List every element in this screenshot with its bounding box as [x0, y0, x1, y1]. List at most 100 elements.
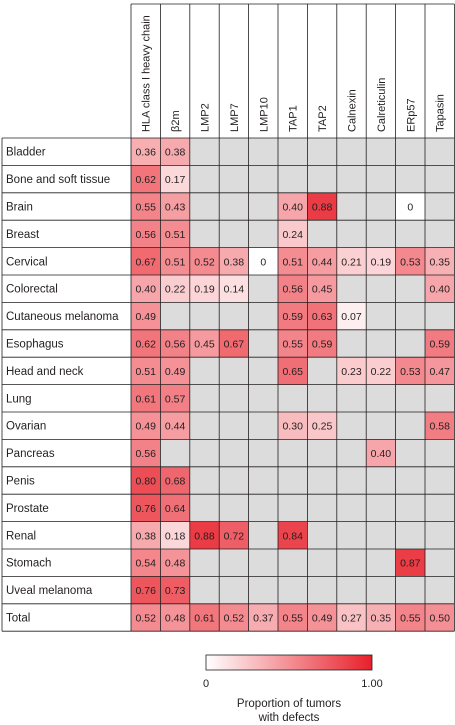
- heatmap-cell: [425, 275, 455, 303]
- heatmap-cell: [248, 466, 278, 495]
- heatmap-cell: [160, 192, 190, 221]
- cell-value-label: 0.55: [400, 613, 421, 625]
- cell-value-label: 0.47: [429, 366, 450, 378]
- heatmap-cell: [131, 165, 161, 193]
- heatmap-cell: [425, 603, 455, 632]
- heatmap-cell: [425, 165, 455, 193]
- heatmap-cell: [219, 302, 249, 330]
- heatmap-cell: [425, 412, 455, 440]
- cell-value-label: 0.73: [165, 585, 186, 597]
- heatmap-cell: [395, 329, 425, 358]
- cell-value-label: 0.38: [224, 256, 245, 268]
- heatmap-cell: [131, 412, 161, 440]
- heatmap-cell: [366, 302, 396, 330]
- heatmap-cell: [131, 494, 161, 522]
- cell-value-label: 0.62: [135, 339, 156, 351]
- heatmap-cell: [307, 521, 337, 549]
- heatmap-cells: 0.36 0.38 0.62 0.17 0.55 0.43 0.40 0.88 0 0.56 0.5…: [131, 138, 455, 632]
- heatmap-cell: [248, 603, 278, 632]
- cell-value-label: 0.88: [312, 202, 333, 214]
- cell-value-label: 0.61: [194, 613, 215, 625]
- cell-value-label: 0.52: [224, 613, 245, 625]
- cell-value-label: 0.56: [165, 339, 186, 351]
- heatmap-cell: [366, 275, 396, 303]
- heatmap-cell: [395, 165, 425, 193]
- heatmap-cell: [160, 412, 190, 440]
- cell-value-label: 0.53: [400, 366, 421, 378]
- cell-value-label: 0.25: [312, 421, 333, 433]
- heatmap-cell: [336, 412, 367, 440]
- heatmap-cell: [395, 192, 425, 221]
- heatmap-cell: [366, 384, 396, 412]
- heatmap-cell: [307, 494, 337, 522]
- heatmap-cell: [219, 220, 249, 248]
- heatmap-cell: [219, 192, 249, 221]
- heatmap-cell: [425, 357, 455, 385]
- heatmap-cell: [131, 439, 161, 467]
- heatmap-cell: [189, 220, 220, 248]
- cell-value-label: 0.40: [429, 284, 450, 296]
- heatmap-cell: [425, 466, 455, 495]
- cell-value-label: 0.58: [429, 421, 450, 433]
- cell-value-label: 0.63: [312, 311, 333, 323]
- cell-value-label: 0.36: [135, 147, 156, 159]
- legend-title-line-2: with defects: [258, 712, 320, 724]
- heatmap-cell: [219, 357, 249, 385]
- heatmap-cell: [189, 521, 220, 549]
- heatmap-cell: [336, 329, 367, 358]
- cell-value-label: 0.49: [135, 421, 156, 433]
- heatmap-cell: [307, 466, 337, 495]
- cell-value-label: 0.67: [135, 256, 156, 268]
- color-legend: 0 1.00 Proportion of tumors with defects: [203, 654, 383, 724]
- heatmap-cell: [160, 220, 190, 248]
- row-label: Lung: [6, 393, 32, 405]
- column-label: β2m: [170, 110, 182, 132]
- heatmap-cell: [131, 275, 161, 303]
- heatmap-cell: [248, 412, 278, 440]
- heatmap-cell: [160, 603, 190, 632]
- heatmap-cell: [189, 247, 220, 275]
- heatmap-cell: [278, 165, 308, 193]
- heatmap-cell: [248, 247, 278, 275]
- heatmap-cell: [219, 521, 249, 549]
- cell-value-label: 0.59: [282, 311, 303, 323]
- heatmap-cell: [248, 384, 278, 412]
- column-label: LMP7: [229, 103, 241, 132]
- heatmap-cell: [366, 439, 396, 467]
- cell-value-label: 0.48: [165, 558, 186, 570]
- cell-value-label: 0.17: [165, 174, 186, 186]
- column-label: Tapasin: [435, 94, 447, 132]
- cell-value-label: 0.48: [165, 613, 186, 625]
- heatmap-cell: [219, 165, 249, 193]
- heatmap-cell: [189, 412, 220, 440]
- heatmap-cell: [278, 357, 308, 385]
- row-label: Ovarian: [6, 421, 46, 433]
- heatmap-cell: [189, 494, 220, 522]
- heatmap-cell: [366, 357, 396, 385]
- column-label: LMP2: [200, 103, 212, 132]
- heatmap-cell: [131, 302, 161, 330]
- cell-value-label: 0.64: [165, 503, 186, 515]
- heatmap-cell: [160, 138, 190, 166]
- heatmap-cell: [395, 439, 425, 467]
- cell-value-label: 0.76: [135, 585, 156, 597]
- heatmap-cell: [219, 247, 249, 275]
- heatmap-cell: [395, 494, 425, 522]
- heatmap-cell: [395, 138, 425, 166]
- heatmap-cell: [189, 384, 220, 412]
- heatmap-cell: [219, 384, 249, 412]
- cell-value-label: 0.19: [371, 256, 392, 268]
- heatmap-cell: [278, 494, 308, 522]
- heatmap-cell: [278, 138, 308, 166]
- heatmap-cell: [336, 576, 367, 604]
- cell-value-label: 0.45: [194, 339, 215, 351]
- heatmap-cell: [425, 576, 455, 604]
- cell-value-label: 0.49: [135, 311, 156, 323]
- heatmap-cell: [189, 576, 220, 604]
- row-labels: Bladder Bone and soft tissue Brain Breast Ce…: [6, 147, 119, 625]
- heatmap-cell: [160, 384, 190, 412]
- heatmap-cell: [189, 138, 220, 166]
- legend-title-line-1: Proportion of tumors: [237, 698, 341, 710]
- heatmap-cell: [189, 165, 220, 193]
- cell-value-label: 0.57: [165, 393, 186, 405]
